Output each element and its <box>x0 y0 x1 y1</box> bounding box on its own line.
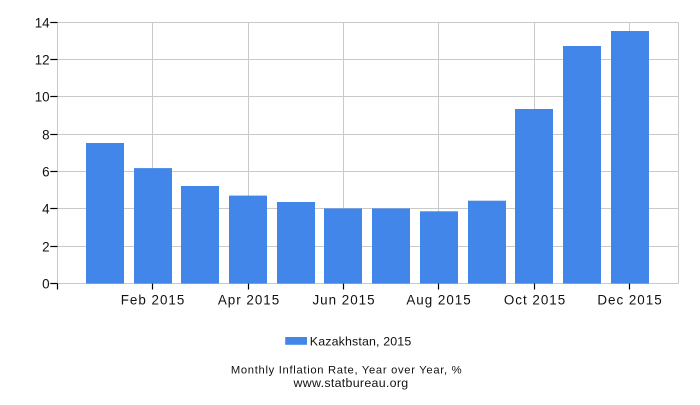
svg-text:Oct 2015: Oct 2015 <box>504 293 566 308</box>
svg-text:6: 6 <box>42 164 49 179</box>
svg-text:2: 2 <box>42 239 49 254</box>
svg-text:Aug 2015: Aug 2015 <box>406 293 471 308</box>
svg-text:14: 14 <box>35 15 50 30</box>
svg-text:12: 12 <box>35 52 50 67</box>
svg-text:Kazakhstan, 2015: Kazakhstan, 2015 <box>310 335 412 349</box>
svg-text:Feb 2015: Feb 2015 <box>121 293 186 308</box>
svg-text:Apr 2015: Apr 2015 <box>218 293 280 308</box>
svg-text:10: 10 <box>35 89 50 104</box>
svg-text:www.statbureau.org: www.statbureau.org <box>293 376 409 390</box>
svg-text:Dec 2015: Dec 2015 <box>597 293 662 308</box>
svg-text:Jun 2015: Jun 2015 <box>312 293 375 308</box>
svg-text:4: 4 <box>42 201 50 216</box>
svg-text:Monthly Inflation Rate, Year o: Monthly Inflation Rate, Year over Year, … <box>231 365 462 377</box>
svg-text:0: 0 <box>42 276 49 291</box>
svg-text:8: 8 <box>42 127 49 142</box>
